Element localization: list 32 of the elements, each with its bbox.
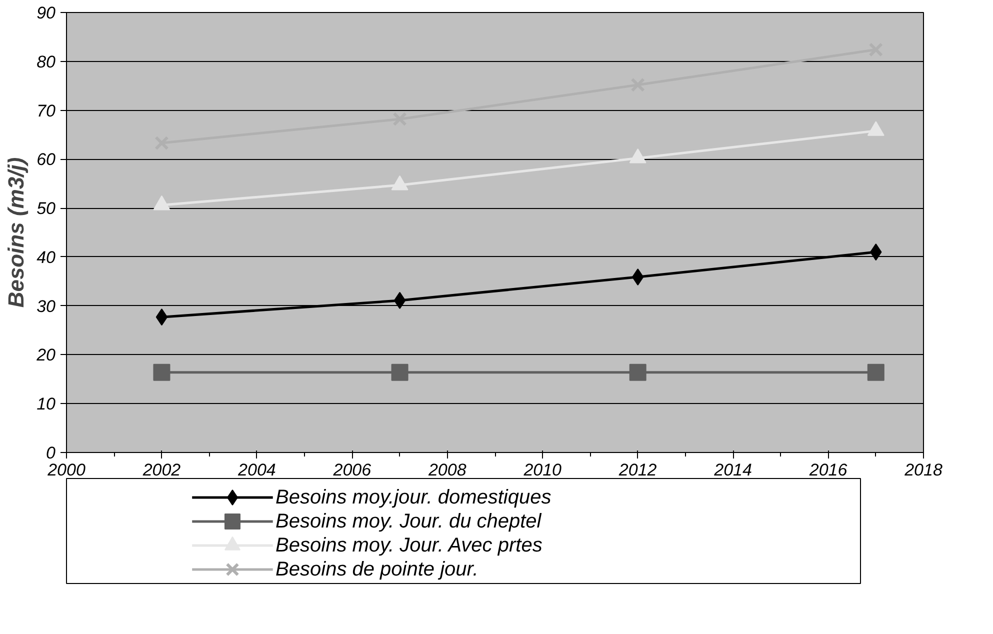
x-tick-label: 2010 bbox=[522, 460, 562, 480]
y-tick-label: 0 bbox=[46, 444, 56, 462]
y-tick-label: 60 bbox=[36, 150, 56, 170]
x-tick-label: 2014 bbox=[713, 460, 752, 480]
point bbox=[156, 308, 168, 326]
x-tick-label: 2006 bbox=[332, 460, 372, 480]
y-axis-title: Besoins (m3/j) bbox=[4, 157, 29, 308]
y-tick-label: 30 bbox=[36, 296, 56, 316]
y-tick-label: 90 bbox=[36, 4, 56, 22]
x-tick-label: 2016 bbox=[808, 460, 848, 480]
x-tick-label: 2000 bbox=[46, 460, 86, 480]
y-tick-label: 20 bbox=[36, 346, 56, 365]
x-tick-label: 2002 bbox=[142, 460, 182, 480]
legend-label: Besoins moy. Jour. Avec prtes bbox=[276, 534, 542, 556]
y-tick-label: 10 bbox=[36, 394, 56, 414]
point bbox=[867, 364, 884, 381]
x-tick-label: 2008 bbox=[427, 460, 467, 480]
x-tick-label: 2004 bbox=[237, 460, 276, 480]
legend-label: Besoins de pointe jour. bbox=[276, 558, 478, 580]
legend-label: Besoins moy.jour. domestiques bbox=[276, 486, 552, 508]
point bbox=[629, 364, 646, 381]
point bbox=[153, 364, 170, 381]
y-tick-label: 80 bbox=[36, 52, 56, 72]
point bbox=[391, 364, 408, 381]
point bbox=[394, 292, 406, 309]
point bbox=[392, 112, 407, 126]
x-tick-label: 2018 bbox=[904, 460, 943, 480]
y-tick-label: 50 bbox=[36, 199, 56, 218]
legend-label: Besoins moy. Jour. du cheptel bbox=[276, 510, 542, 532]
x-tick-label: 2012 bbox=[618, 460, 658, 480]
y-tick-label: 40 bbox=[36, 248, 56, 267]
y-tick-label: 70 bbox=[36, 101, 56, 120]
